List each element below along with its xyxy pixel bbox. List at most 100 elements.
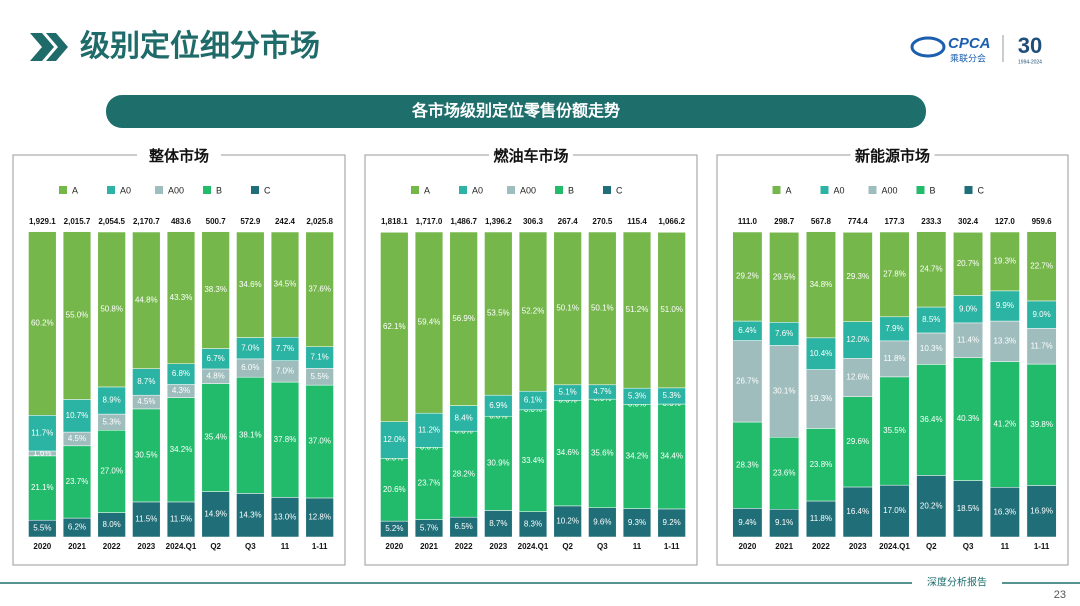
x-tick-label: 2022 [455, 542, 473, 551]
panel-title: 燃油车市场 [493, 147, 568, 165]
bar-segment [201, 231, 230, 349]
value-label: 7.6% [775, 329, 793, 338]
value-label: 60.2% [31, 319, 54, 328]
value-label: 53.5% [487, 309, 510, 318]
total-label: 572.9 [240, 217, 261, 226]
value-label: 26.7% [736, 376, 759, 385]
legend-label: B [930, 185, 936, 195]
bar-segment [916, 306, 947, 334]
bar-segment [201, 491, 230, 538]
value-label: 8.7% [137, 377, 155, 386]
value-label: 9.9% [996, 301, 1014, 310]
value-label: 9.4% [738, 518, 756, 527]
x-tick-label: 2023 [849, 542, 867, 551]
bar-segment [805, 369, 836, 429]
banner-text: 各市场级别定位零售份额走势 [411, 101, 620, 120]
value-label: 6.5% [455, 522, 473, 531]
value-label: 34.8% [810, 280, 833, 289]
bar-segment [953, 357, 984, 481]
legend-label: C [978, 185, 985, 195]
value-label: 5.3% [103, 417, 121, 426]
legend-swatch [964, 186, 973, 194]
value-label: 20.6% [383, 485, 406, 494]
value-label: 11.5% [135, 515, 157, 524]
x-tick-label: 11 [1001, 542, 1010, 551]
x-tick-label: 2024.Q1 [166, 542, 197, 551]
panel-title: 整体市场 [149, 147, 209, 165]
value-label: 39.8% [1030, 420, 1053, 429]
x-tick-label: Q2 [562, 542, 573, 551]
x-tick-label: 2024.Q1 [518, 542, 549, 551]
total-label: 2,015.7 [64, 217, 91, 226]
chevron [46, 33, 68, 61]
x-tick-label: Q2 [926, 542, 937, 551]
value-label: 9.3% [628, 518, 646, 527]
value-label: 16.4% [846, 507, 869, 516]
panel-title-bg [489, 145, 573, 165]
bar-segment [449, 430, 478, 518]
value-label: 5.3% [628, 391, 646, 400]
bar-segment [622, 231, 652, 389]
value-label: 13.3% [993, 336, 1016, 345]
legend-label: A0 [834, 185, 845, 195]
value-label: 24.7% [920, 264, 943, 273]
value-label: 62.1% [383, 322, 406, 331]
legend-swatch [555, 186, 563, 194]
bar-segment [805, 231, 836, 339]
total-label: 127.0 [995, 217, 1016, 226]
value-label: 33.4% [522, 456, 545, 465]
value-label: 12.0% [383, 435, 406, 444]
banner [106, 95, 926, 128]
value-label: 10.7% [66, 411, 89, 420]
value-label: 50.8% [100, 305, 123, 314]
panel-title-bg [137, 145, 221, 165]
x-tick-label: 2020 [33, 542, 51, 551]
value-label: 35.6% [591, 449, 614, 458]
value-label: 8.9% [103, 396, 121, 405]
bar-segment [879, 340, 910, 378]
bar-segment [414, 231, 444, 414]
bar-segment [989, 231, 1020, 292]
total-label: 1,929.1 [29, 217, 56, 226]
bar-segment [622, 404, 652, 509]
total-label: 111.0 [738, 217, 758, 226]
bar-segment [236, 231, 265, 338]
x-tick-label: 2020 [738, 542, 756, 551]
value-label: 27.0% [100, 467, 123, 476]
x-tick-label: 2023 [137, 542, 155, 551]
value-label: 6.4% [738, 326, 756, 335]
bar-segment [842, 396, 873, 488]
value-label: 38.3% [204, 285, 227, 294]
bar-segment [518, 409, 548, 512]
bar-segment [28, 415, 57, 452]
value-label: 29.2% [736, 272, 759, 281]
bar-segment [657, 232, 686, 389]
panel-title-bg [850, 145, 935, 165]
value-label: 34.2% [170, 445, 193, 454]
bar-segment [989, 361, 1020, 488]
bar-segment [166, 231, 196, 365]
logo-sub: 乘联分会 [950, 52, 986, 63]
legend-label: A00 [168, 185, 184, 195]
bar-segment [1026, 363, 1057, 486]
x-tick-label: 11 [633, 542, 642, 551]
bar-segment [305, 384, 334, 499]
value-label: 10.4% [810, 349, 833, 358]
value-label: 50.1% [556, 304, 579, 313]
value-label: 23.6% [773, 468, 796, 477]
total-label: 267.4 [558, 217, 579, 226]
value-label: 28.3% [736, 460, 759, 469]
value-label: 37.6% [308, 284, 331, 293]
value-label: 55.0% [66, 311, 89, 320]
value-label: 30.1% [773, 386, 796, 395]
x-tick-label: 1-11 [1034, 542, 1050, 551]
value-label: 4.8% [207, 371, 225, 380]
legend-label: A [786, 185, 792, 195]
total-label: 959.6 [1032, 217, 1053, 226]
bar-segment [769, 508, 800, 538]
legend-swatch [772, 186, 781, 194]
value-label: 44.8% [135, 295, 158, 304]
x-tick-label: Q2 [210, 542, 221, 551]
value-label: 11.5% [170, 515, 192, 524]
total-label: 1,066.2 [658, 217, 685, 226]
